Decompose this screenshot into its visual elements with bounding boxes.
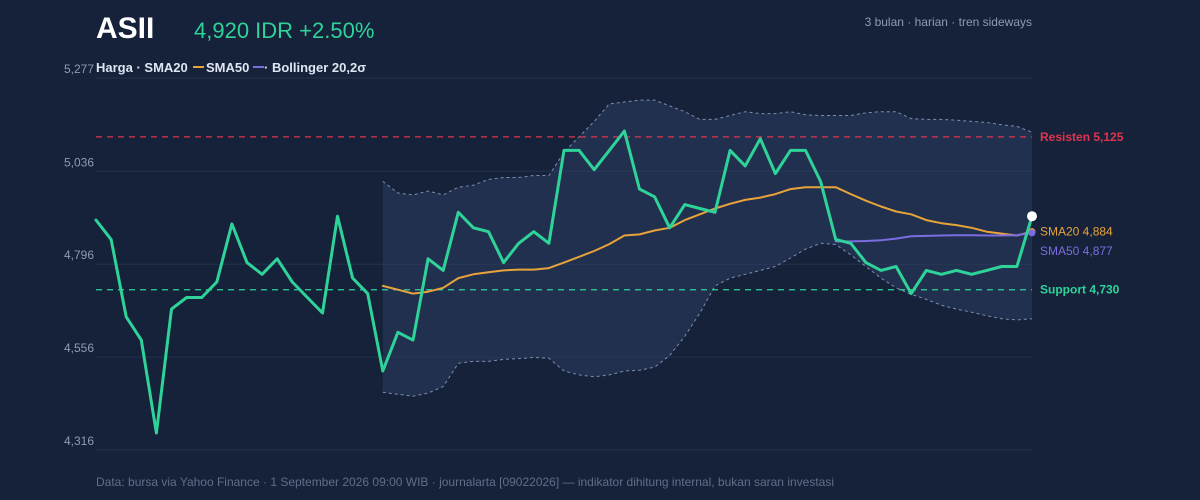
y-tick-label: 4,316	[64, 434, 94, 448]
sma50-end-dot	[1028, 229, 1036, 237]
y-tick-label: 5,277	[64, 62, 94, 76]
last-price-dot	[1027, 211, 1037, 222]
ticker-title: ASII	[96, 12, 154, 45]
legend-price-sma20: Harga · SMA20	[96, 60, 188, 75]
sma50-end-label: SMA50 4,877	[1040, 244, 1113, 258]
y-tick-label: 4,796	[64, 248, 94, 262]
legend-bollinger: · Bollinger 20,2σ	[264, 60, 366, 75]
resistance-label: Resisten 5,125	[1040, 130, 1124, 144]
legend-sma50: SMA50	[206, 60, 249, 75]
bollinger-band-fill	[382, 100, 1032, 397]
bollinger-lower-line	[382, 242, 1033, 397]
footer-note: Data: bursa via Yahoo Finance · 1 Septem…	[96, 475, 834, 489]
bollinger-bands	[382, 99, 1033, 397]
y-tick-label: 4,556	[64, 341, 94, 355]
support-label: Support 4,730	[1040, 283, 1120, 297]
sma20-end-label: SMA20 4,884	[1040, 225, 1113, 239]
y-axis-ticks: 5,277 5,036 4,796 4,556 4,316	[64, 62, 94, 448]
end-markers: SMA20 4,884 SMA50 4,877	[1027, 211, 1113, 258]
price-line	[94, 129, 1034, 435]
support-resistance-levels: Resisten 5,125 Support 4,730	[96, 130, 1124, 297]
price-change: 4,920 IDR +2.50%	[194, 18, 374, 43]
bollinger-upper-line	[382, 99, 1033, 196]
sma50-line	[834, 231, 1033, 243]
chart-subtitle: 3 bulan · harian · tren sideways	[865, 15, 1032, 29]
series-lines	[94, 129, 1034, 435]
legend: Harga · SMA20 SMA50 · Bollinger 20,2σ	[96, 60, 366, 75]
y-tick-label: 5,036	[64, 155, 94, 169]
